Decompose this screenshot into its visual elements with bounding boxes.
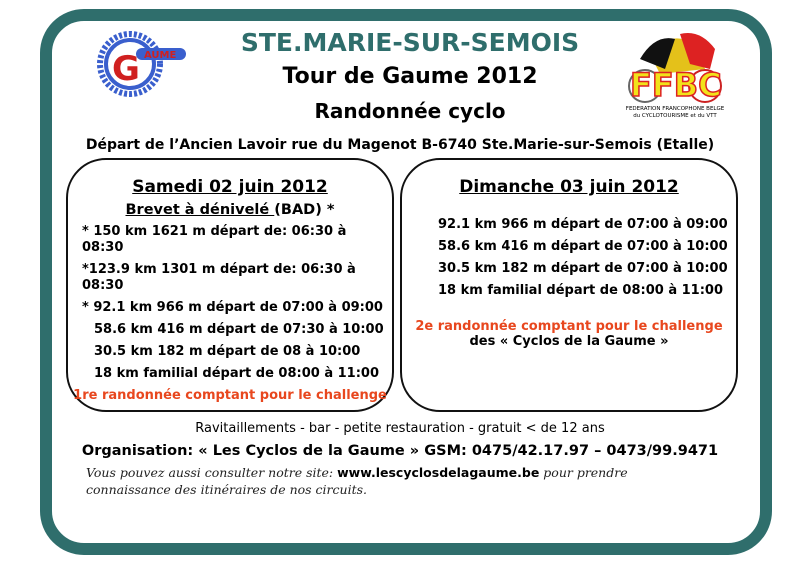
route: 18 km familial départ de 08:00 à 11:00 bbox=[94, 366, 380, 381]
saturday-challenge: 1re randonnée comptant pour le challenge bbox=[73, 388, 387, 403]
saturday-title: Samedi 02 juin 2012 bbox=[132, 177, 328, 197]
sunday-title: Dimanche 03 juin 2012 bbox=[459, 177, 679, 197]
town-title: STE.MARIE-SUR-SEMOIS bbox=[240, 28, 580, 57]
svg-text:AUME: AUME bbox=[144, 50, 177, 61]
route: 92.1 km 966 m départ de 07:00 à 09:00 bbox=[438, 217, 728, 232]
sunday-box: Dimanche 03 juin 2012 92.1 km 966 m dépa… bbox=[400, 158, 738, 412]
svg-text:FFBC: FFBC bbox=[630, 66, 722, 104]
subtitle-rest: (BAD) * bbox=[274, 202, 335, 218]
organisation-text: Organisation: « Les Cyclos de la Gaume »… bbox=[81, 443, 719, 459]
route: 58.6 km 416 m départ de 07:00 à 10:00 bbox=[438, 239, 728, 254]
route: * 92.1 km 966 m départ de 07:00 à 09:00 bbox=[82, 300, 383, 315]
departure-location: Départ de l’Ancien Lavoir rue du Magenot… bbox=[85, 137, 715, 153]
site-text-after: pour prendre connaissance des itinéraire… bbox=[86, 465, 628, 497]
saturday-box: Samedi 02 juin 2012 Brevet à dénivelé (B… bbox=[66, 158, 394, 412]
event-type: Randonnée cyclo bbox=[314, 99, 506, 123]
route: *123.9 km 1301 m départ de: 06:30 à 08:3… bbox=[82, 262, 356, 293]
ffbc-logo: FFBC FEDERATION FRANCOPHONE BELGE du CYC… bbox=[620, 24, 730, 124]
subtitle-underlined: Brevet à dénivelé bbox=[125, 202, 275, 218]
svg-text:G: G bbox=[112, 49, 140, 89]
svg-text:FEDERATION FRANCOPHONE BELGE: FEDERATION FRANCOPHONE BELGE bbox=[626, 106, 725, 112]
route: 58.6 km 416 m départ de 07:30 à 10:00 bbox=[94, 322, 384, 337]
svg-text:du CYCLOTOURISME et du VTT: du CYCLOTOURISME et du VTT bbox=[633, 113, 717, 119]
route: 18 km familial départ de 08:00 à 11:00 bbox=[438, 283, 724, 298]
site-text-before: Vous pouvez aussi consulter notre site: bbox=[86, 465, 338, 480]
route: * 150 km 1621 m départ de: 06:30 à 08:30 bbox=[82, 224, 347, 255]
event-title: Tour de Gaume 2012 bbox=[282, 64, 538, 89]
website-link[interactable]: www.lescyclosdelagaume.be bbox=[337, 465, 540, 480]
sunday-challenge: 2e randonnée comptant pour le challenge bbox=[415, 319, 723, 334]
website-note: Vous pouvez aussi consulter notre site: … bbox=[86, 464, 706, 498]
saturday-subtitle: Brevet à dénivelé (BAD) * bbox=[68, 202, 392, 218]
route: 30.5 km 182 m départ de 08 à 10:00 bbox=[94, 344, 361, 359]
route: 30.5 km 182 m départ de 07:00 à 10:00 bbox=[438, 261, 728, 276]
sunday-challenge-club: des « Cyclos de la Gaume » bbox=[469, 334, 669, 349]
services-text: Ravitaillements - bar - petite restaurat… bbox=[195, 421, 605, 436]
cyclos-gaume-logo: AUME G bbox=[96, 28, 188, 98]
